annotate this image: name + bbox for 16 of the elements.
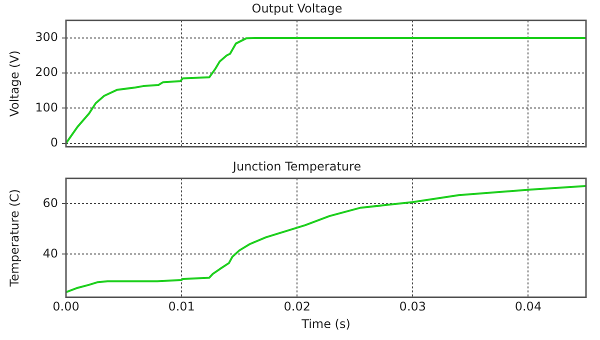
y-tick-label: 200 <box>35 65 58 80</box>
y-tick-label: 300 <box>35 30 58 44</box>
x-axis-title: Time (s) <box>300 316 350 331</box>
x-tick-label: 0.03 <box>399 300 426 314</box>
x-tick-label: 0.01 <box>168 300 195 314</box>
y-tick-label: 60 <box>42 196 58 210</box>
y-tick-label: 0 <box>50 135 58 150</box>
chart-title: Junction Temperature <box>232 159 362 174</box>
y-axis-title: Temperature (C) <box>7 189 22 288</box>
y-tick-label: 100 <box>35 100 58 114</box>
x-tick-label: 0.04 <box>514 300 542 314</box>
y-axis-title: Voltage (V) <box>7 50 22 117</box>
x-tick-label: 0.00 <box>52 300 80 314</box>
y-tick-label: 40 <box>42 246 58 260</box>
chart-title: Output Voltage <box>252 1 342 16</box>
x-tick-label: 0.02 <box>284 300 310 314</box>
